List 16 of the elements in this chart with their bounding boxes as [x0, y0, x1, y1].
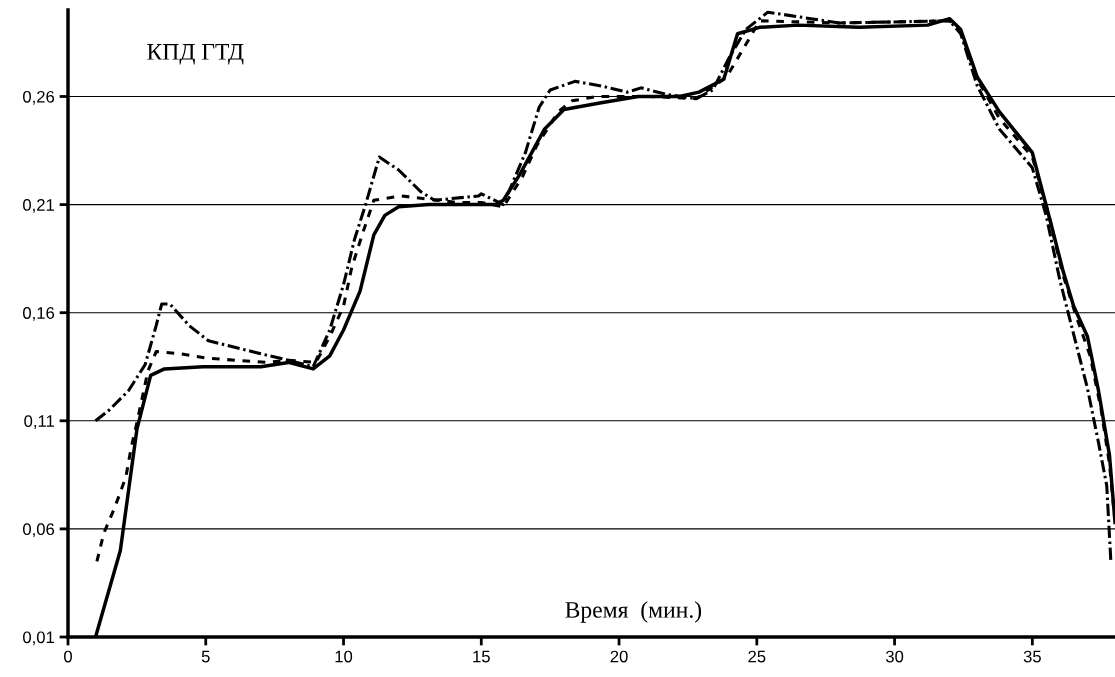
x-tick-label: 0: [64, 650, 72, 663]
y-tick-label: 0,01: [23, 631, 54, 646]
y-tick-label: 0,06: [23, 523, 55, 538]
x-axis-title: Время (мин.): [565, 601, 702, 623]
x-tick-label: 35: [1023, 650, 1041, 663]
x-tick-label: 25: [748, 650, 766, 663]
y-tick-label: 0,21: [23, 198, 54, 213]
y-axis-title: КПД ГТД: [147, 44, 244, 65]
y-tick-label: 0,11: [24, 415, 54, 429]
x-tick-label: 15: [473, 650, 490, 663]
y-tick-label: 0,26: [23, 90, 55, 105]
x-tick-label: 20: [610, 650, 628, 663]
x-tick-label: 5: [201, 650, 210, 663]
x-tick-label: 30: [885, 650, 904, 663]
y-tick-label: 0,16: [23, 307, 55, 321]
x-tick-label: 10: [335, 650, 353, 663]
